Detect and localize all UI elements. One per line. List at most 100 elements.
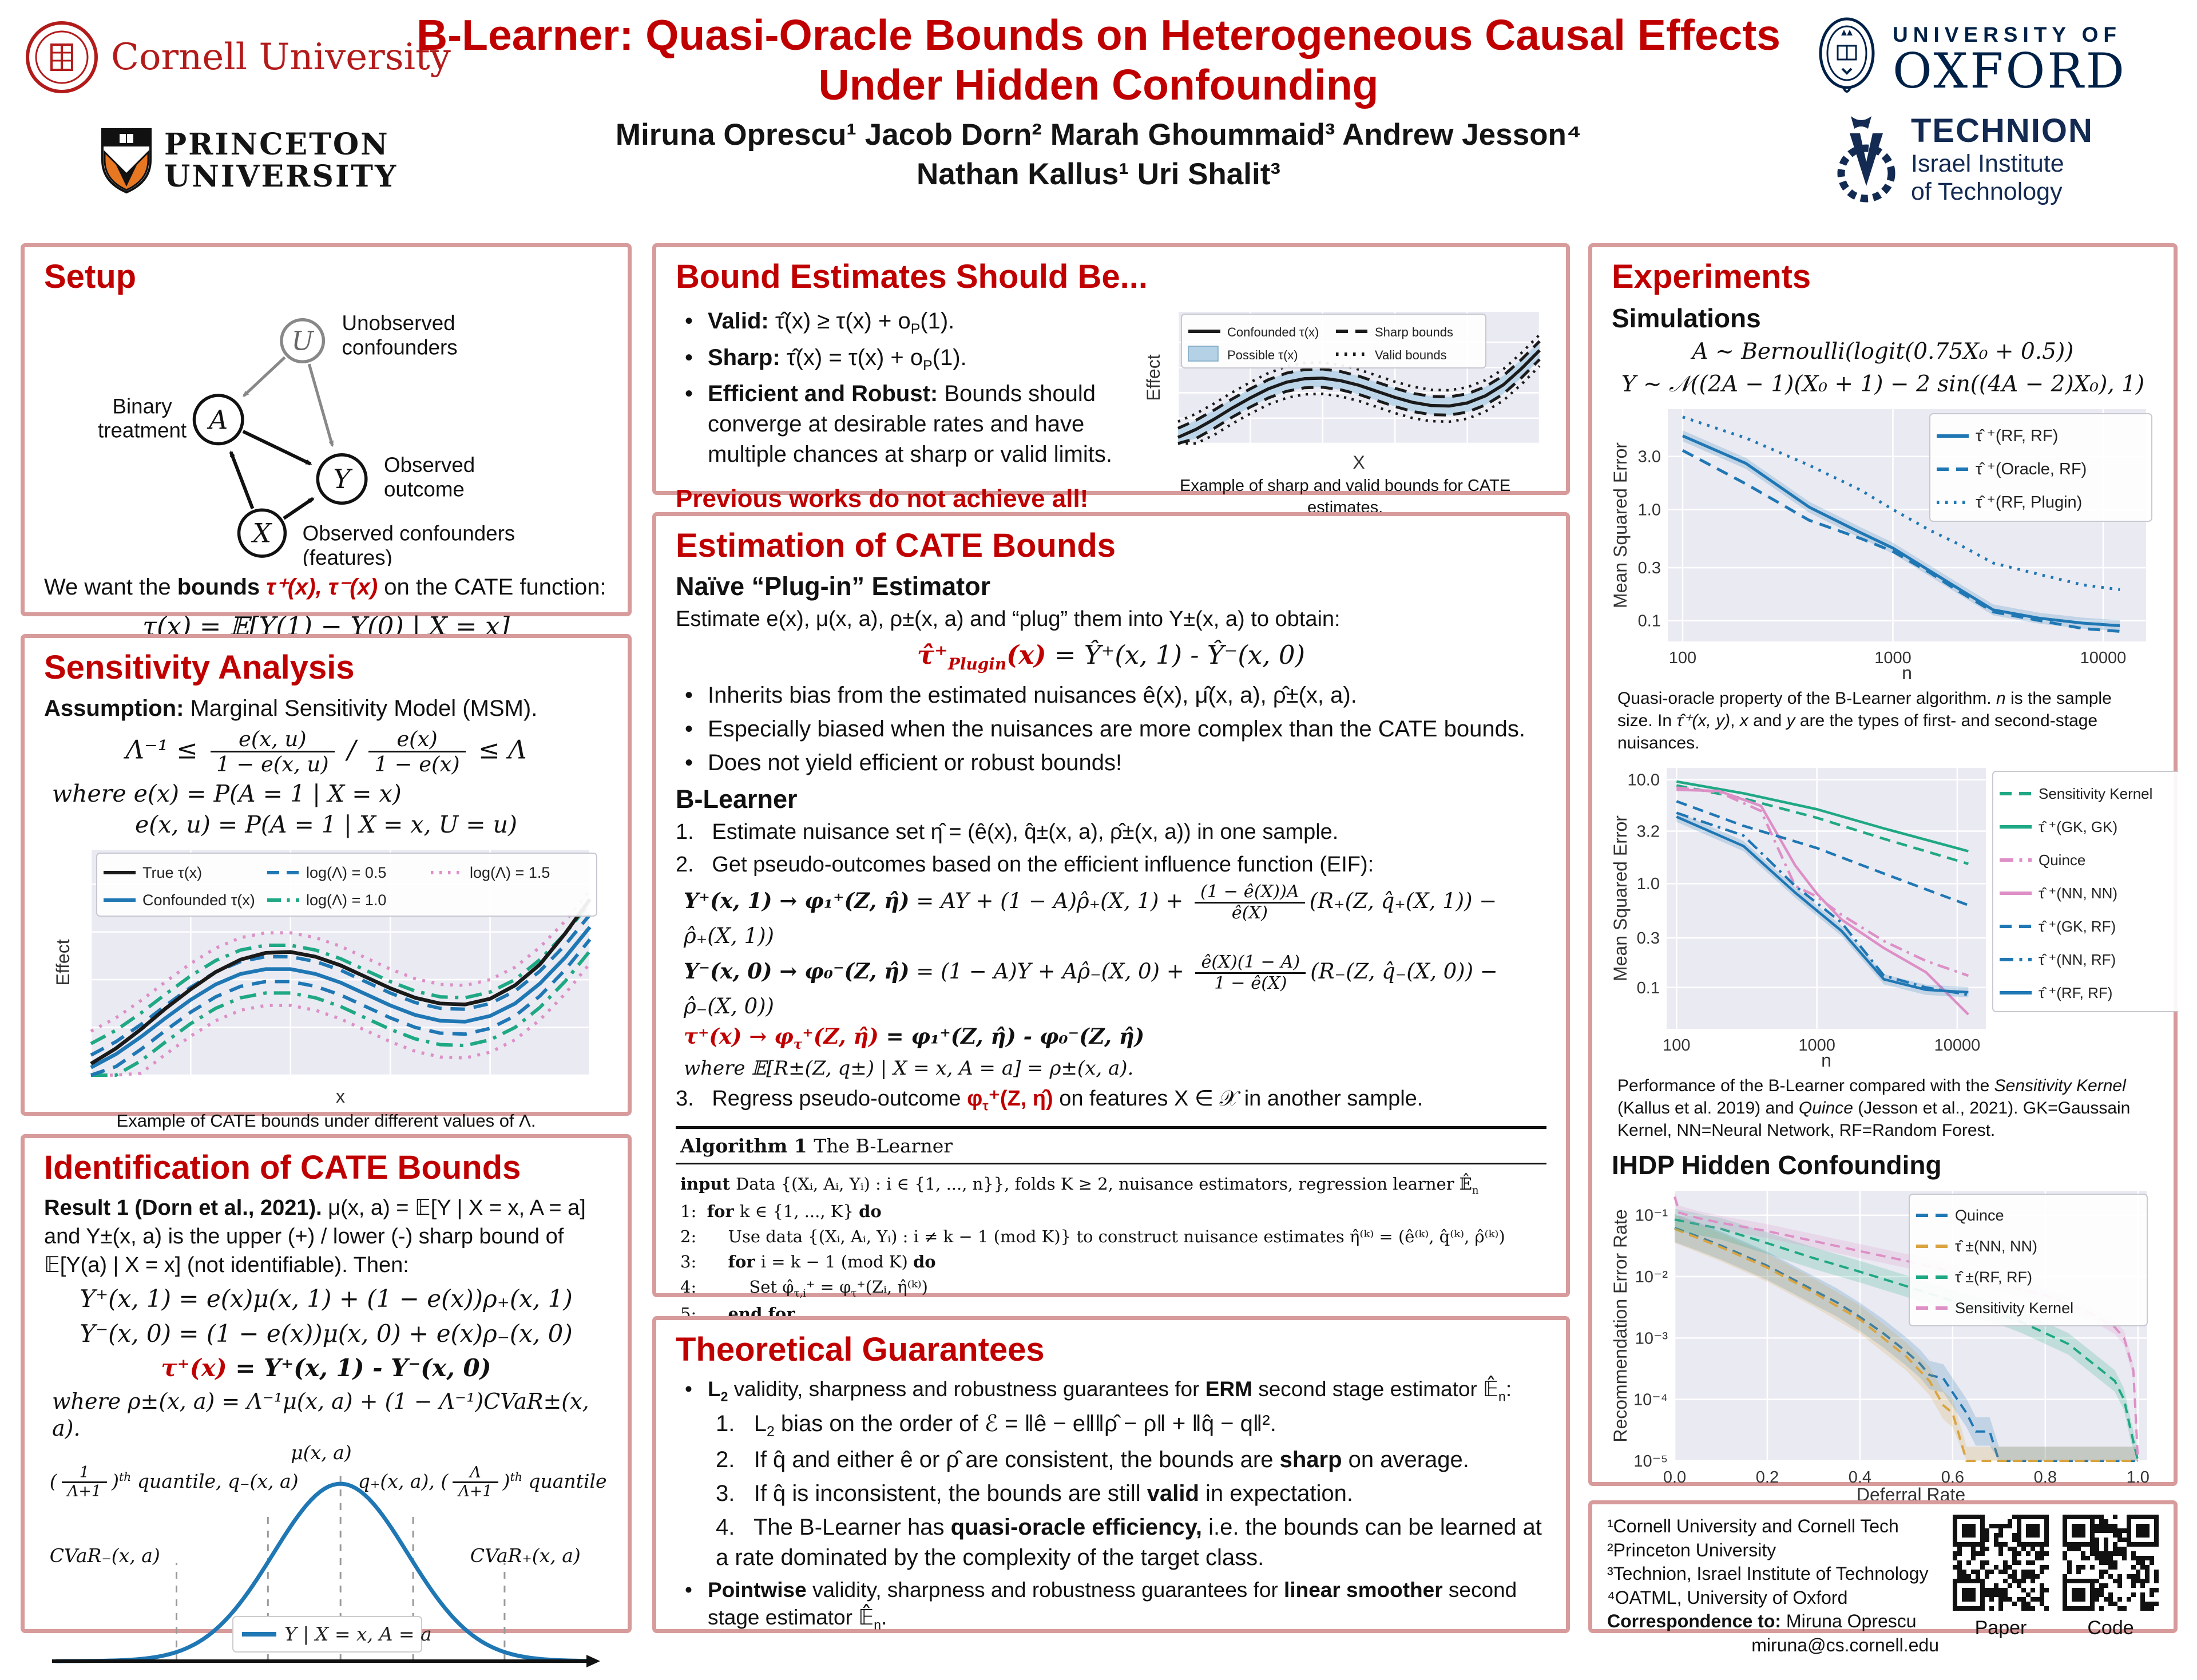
comparison-caption: Performance of the B-Learner compared wi… [1617,1076,2135,1140]
lower-quantile-label: (1 Λ+1)th quantile, q₋(x, a) [49,1463,299,1501]
svg-text:Quince: Quince [2039,851,2085,869]
naive-issue: Inherits bias from the estimated nuisanc… [676,680,1546,711]
princeton-wordmark: PRINCETON UNIVERSITY [164,126,398,194]
svg-text:Quince: Quince [1955,1207,2004,1224]
svg-text:Valid bounds: Valid bounds [1375,348,1447,362]
svg-text:0.3: 0.3 [1637,929,1660,948]
sharp-valid-bounds-chart: X Effect Confounded τ(x) Possible τ(x) Sharp… [1145,307,1545,473]
technion-logo: TECHNION Israel Institute of Technology [1834,112,2093,207]
paper-qr-block: Paper [1953,1515,2049,1639]
naive-issue: Does not yield efficient or robust bound… [676,748,1546,778]
svg-text:τ̂ ⁺(GK, RF): τ̂ ⁺(GK, RF) [2039,918,2116,935]
code-qr-block: Code [2063,1515,2159,1639]
svg-text:n: n [1902,663,1912,683]
theory-item: 3. If q̂ is inconsistent, the bounds are… [716,1481,1353,1507]
svg-text:Possible τ(x): Possible τ(x) [1227,348,1298,362]
svg-text:τ̂ ⁺(RF, Plugin): τ̂ ⁺(RF, Plugin) [1976,493,2082,512]
svg-text:3.2: 3.2 [1637,822,1660,841]
authors-line2: Nathan Kallus¹ Uri Shalit³ [916,157,1281,191]
algorithm-line: 4: Set φ̂τ,i⁺ = φτ⁺(Zᵢ, η̂⁽ᵏ⁾) [680,1277,928,1299]
affiliations-footer: ¹Cornell University and Cornell Tech ²Pri… [1588,1500,2178,1655]
svg-text:1000: 1000 [1798,1036,1835,1055]
algorithm-line: 3: for i = k − 1 (mod K) do [680,1251,936,1271]
svg-text:Sharp bounds: Sharp bounds [1375,325,1453,339]
blearner-heading: B-Learner [676,784,798,814]
simulation-caption: Quasi-oracle property of the B-Learner a… [1617,688,2117,752]
svg-text:Mean Squared Error: Mean Squared Error [1612,815,1631,981]
bound-requirement: Efficient and Robust: Bounds should conv… [676,379,1127,469]
sim-equation-y: Y ∼ 𝒩((2A − 1)(X₀ + 1) − 2 sin((4A − 2)X… [1621,371,2145,397]
svg-text:U: U [291,326,314,356]
svg-text:Sensitivity Kernel: Sensitivity Kernel [1955,1299,2073,1317]
tau-plus-equation: τ⁺(x) = Y⁺(x, 1) - Y⁻(x, 0) [161,1354,491,1382]
poster-title-block: B-Learner: Quasi-Oracle Bounds on Hetero… [378,10,1819,195]
bound-requirement: Valid: τ̂(x) ≥ τ(x) + oP(1). [676,306,1127,339]
mu-label: μ(x, a) [291,1441,352,1464]
svg-text:0.0: 0.0 [1663,1468,1686,1487]
svg-text:τ̂ ⁺(NN, RF): τ̂ ⁺(NN, RF) [2039,951,2116,968]
svg-text:10⁻⁵: 10⁻⁵ [1633,1452,1668,1471]
princeton-shield-icon [101,128,152,194]
svg-text:Y: Y [333,463,352,494]
svg-text:X: X [1353,452,1365,473]
svg-text:0.3: 0.3 [1638,558,1661,577]
cornell-logo: Cornell University [24,19,451,95]
identification-section: Identification of CATE Bounds Result 1 (… [21,1134,632,1667]
causal-dag: U A Y X Unobserved confounders Binary treatment… [44,303,608,569]
blearner-step2: 2. Get pseudo-outcomes based on the effi… [676,852,1374,877]
paper-qr-code [1953,1515,2049,1614]
y-plus-equation: Y⁺(x, 1) = e(x)μ(x, 1) + (1 − e(x))ρ₊(x,… [80,1285,573,1313]
algorithm-line: input Data {(Xᵢ, Aᵢ, Yᵢ) : i ∈ {1, ..., … [680,1174,1479,1197]
technion-wordmark: TECHNION Israel Institute of Technology [1911,112,2093,206]
theory-bullet-erm: L2 validity, sharpness and robustness gu… [676,1376,1546,1405]
eif-equation-3: τ⁺(x) → φτ⁺(Z, η̂) = φ₁⁺(Z, η̂) - φ₀⁻(Z,… [684,1024,1145,1052]
svg-text:x: x [336,1086,345,1107]
algorithm-line: 2: Use data {(Xᵢ, Aᵢ, Yᵢ) : i ≠ k − 1 (m… [680,1226,1505,1246]
blearner-step3: 3. Regress pseudo-outcome φτ⁺(Z, η̂) on … [676,1086,1423,1114]
cate-lambda-bounds-chart: x Effect True τ(x) Confounded τ(x) log(Λ) = … [54,844,598,1107]
affiliation-lines: ¹Cornell University and Cornell Tech ²Pri… [1607,1515,1939,1610]
theory-section: Theoretical Guarantees L2 validity, shar… [652,1316,1570,1633]
svg-text:Confounded τ(x): Confounded τ(x) [1227,325,1319,339]
svg-text:Sensitivity Kernel: Sensitivity Kernel [2039,785,2152,802]
svg-text:10⁻¹: 10⁻¹ [1635,1206,1668,1225]
svg-text:10⁻³: 10⁻³ [1635,1329,1668,1348]
svg-text:100: 100 [1669,649,1696,667]
bound-estimates-section: Bound Estimates Should Be... Valid: τ̂(x… [652,243,1570,517]
setup-title: Setup [44,258,137,295]
affiliation: ³Technion, Israel Institute of Technolog… [1607,1563,1929,1584]
authors-line1: Miruna Oprescu¹ Jacob Dorn² Marah Ghoumm… [615,118,1582,152]
svg-text:10⁻²: 10⁻² [1635,1268,1668,1286]
setup-section: Setup U A Y X Unobserved confounders Binary tre… [21,243,632,641]
result1-text: Result 1 (Dorn et al., 2021). μ(x, a) = … [44,1196,592,1278]
svg-text:Confounded τ(x): Confounded τ(x) [142,891,255,909]
bound-requirement: Sharp: τ̂(x) = τ(x) + oP(1). [676,343,1127,376]
correspondence-line: Correspondence to: Miruna Oprescu [1607,1611,1917,1632]
svg-text:10.0: 10.0 [1628,771,1660,789]
theory-item: 4. The B-Learner has quasi-oracle effici… [716,1514,1548,1570]
quantile-cvar-figure: Y | X = x, A = a μ(x, a) (1 Λ+1)th quanti… [44,1441,607,1677]
technion-emblem-icon [1837,116,1895,203]
estimation-title: Estimation of CATE Bounds [676,527,1116,564]
sim-equation-a: A ∼ Bernoulli(logit(0.75X₀ + 0.5)) [1692,339,2074,364]
svg-text:Observed confounders(features): Observed confounders (features) [303,522,515,566]
bound-requirements-list: Valid: τ̂(x) ≥ τ(x) + oP(1). Sharp: τ̂(x)… [676,306,1127,470]
svg-text:0.6: 0.6 [1941,1468,1964,1487]
cvar-minus-label: CVaR₋(x, a) [49,1544,160,1567]
naive-estimator-heading: Naïve “Plug-in” Estimator [676,572,991,601]
affiliation: ²Princeton University [1607,1539,1776,1560]
svg-text:A: A [207,404,228,435]
eif-equation-1: Y⁺(x, 1) → φ₁⁺(Z, η̂) = AY + (1 − A)ρ̂₊(… [684,881,1504,948]
svg-text:True τ(x): True τ(x) [142,864,202,881]
svg-text:τ̂ ⁺(Oracle, RF): τ̂ ⁺(Oracle, RF) [1976,460,2087,478]
plugin-equation: τ̂⁺Plugin(x) = Ŷ⁺(x, 1) - Ŷ⁻(x, 0) [917,640,1306,674]
svg-text:τ̂ ⁺(GK, GK): τ̂ ⁺(GK, GK) [2039,818,2117,835]
svg-text:τ̂ ⁺(RF, RF): τ̂ ⁺(RF, RF) [1976,427,2058,445]
identification-title: Identification of CATE Bounds [44,1149,521,1186]
svg-text:10000: 10000 [2080,649,2127,667]
ihdp-heading: IHDP Hidden Confounding [1612,1150,1942,1180]
y-minus-equation: Y⁻(x, 0) = (1 − e(x))μ(x, 0) + e(x)ρ₋(x,… [80,1319,573,1348]
svg-text:1.0: 1.0 [1638,501,1661,519]
